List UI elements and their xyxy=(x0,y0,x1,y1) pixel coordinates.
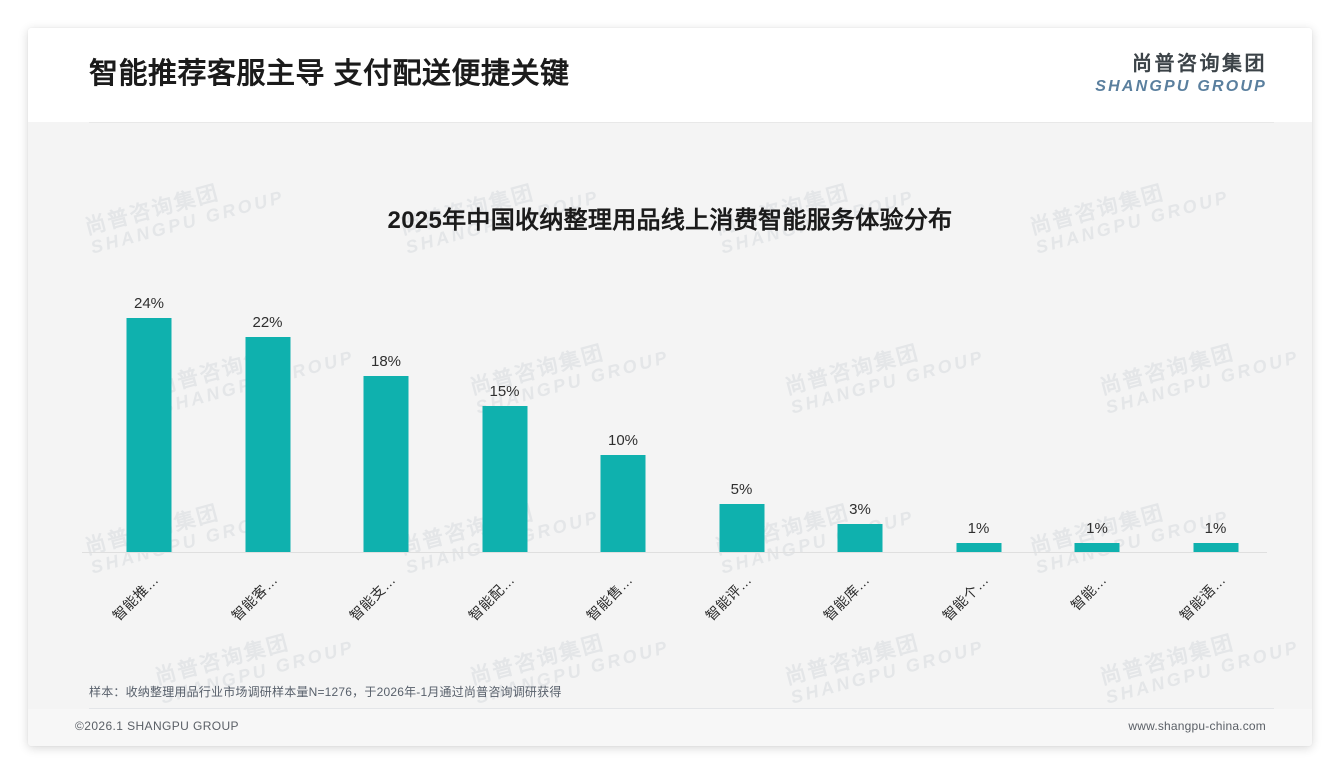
logo-chinese-text: 尚普咨询集团 xyxy=(1132,53,1267,75)
x-axis-label: 智能个… xyxy=(938,571,992,624)
x-axis-tick: 智能语… xyxy=(1157,558,1275,668)
x-axis-tick: 智能配… xyxy=(446,558,564,668)
x-axis-tick: 智能客… xyxy=(209,558,327,668)
chart-baseline-axis xyxy=(82,552,1267,553)
x-axis-label-area: 智能推… 智能客… 智能支… 智能配… 智能售… 智能评… 智能库… 智能个… 智能… 智能语… xyxy=(82,558,1267,668)
bar-group: 15% xyxy=(446,298,564,553)
bar-group: 1% xyxy=(920,298,1038,553)
header-divider xyxy=(89,122,1274,123)
brand-logo: 尚普咨询集团 SHANGPU GROUP xyxy=(1095,52,1267,96)
x-axis-tick: 智能… xyxy=(1038,558,1156,668)
chart-bar[interactable] xyxy=(956,543,1001,553)
x-axis-label: 智能售… xyxy=(583,571,636,624)
bar-value-label: 1% xyxy=(1204,520,1227,538)
chart-bar[interactable] xyxy=(482,405,527,553)
x-axis-label: 智能评… xyxy=(701,571,755,624)
chart-bar[interactable] xyxy=(1074,543,1120,553)
bar-group: 1% xyxy=(1038,298,1156,553)
bar-group: 3% xyxy=(801,298,919,553)
footer-website: www.shangpu-china.com xyxy=(1128,719,1266,733)
logo-english-text: SHANGPU GROUP xyxy=(1095,78,1267,95)
bar-value-label: 18% xyxy=(370,353,402,371)
x-axis-label: 智能… xyxy=(1067,571,1110,614)
x-axis-label: 智能配… xyxy=(464,571,518,624)
chart-bar[interactable] xyxy=(600,454,646,553)
bar-value-label: 1% xyxy=(967,520,990,538)
chart-bar[interactable] xyxy=(1193,543,1238,553)
x-axis-label: 智能推… xyxy=(109,571,162,624)
footer-copyright: ©2026.1 SHANGPU GROUP xyxy=(75,719,239,733)
bar-group: 1% xyxy=(1157,298,1275,553)
chart-bar[interactable] xyxy=(719,503,764,553)
x-axis-tick: 智能推… xyxy=(90,558,208,668)
slide-header: 智能推荐客服主导 支付配送便捷关键 尚普咨询集团 SHANGPU GROUP xyxy=(28,28,1312,122)
bar-group: 10% xyxy=(564,298,682,553)
slide-page: 尚普咨询集团 SHANGPU GROUP 尚普咨询集团 SHANGPU GROUP 尚普… xyxy=(28,28,1312,746)
x-axis-tick: 智能库… xyxy=(801,558,919,668)
slide-footer: ©2026.1 SHANGPU GROUP www.shangpu-china.… xyxy=(28,709,1312,746)
bar-group: 18% xyxy=(327,298,445,553)
bar-value-label: 10% xyxy=(607,431,639,449)
bar-value-label: 1% xyxy=(1086,520,1108,538)
x-axis-label: 智能支… xyxy=(346,571,399,624)
x-axis-label: 智能客… xyxy=(227,571,281,624)
bar-value-label: 5% xyxy=(730,480,753,498)
bar-group: 22% xyxy=(209,298,327,553)
bar-value-label: 3% xyxy=(849,500,871,518)
x-axis-tick: 智能评… xyxy=(683,558,801,668)
x-axis-tick: 智能支… xyxy=(327,558,445,668)
page-title: 智能推荐客服主导 支付配送便捷关键 xyxy=(89,58,570,90)
x-axis-label: 智能库… xyxy=(820,571,873,624)
bar-value-label: 24% xyxy=(133,294,165,312)
bar-group: 5% xyxy=(683,298,801,553)
bar-value-label: 22% xyxy=(252,314,283,332)
x-axis-tick: 智能个… xyxy=(920,558,1038,668)
chart-footnote: 样本：收纳整理用品行业市场调研样本量N=1276，于2026年-1月通过尚普咨询… xyxy=(89,685,562,699)
bar-group: 24% xyxy=(90,294,208,553)
x-axis-label: 智能语… xyxy=(1175,571,1229,624)
chart-bar[interactable] xyxy=(837,523,883,553)
chart-title: 2025年中国收纳整理用品线上消费智能服务体验分布 xyxy=(387,207,953,234)
bar-chart-plot-area: 24% 22% 18% 15% 10% 5% 3% 1% 1% 1% xyxy=(82,294,1267,553)
chart-bar[interactable] xyxy=(363,376,409,553)
chart-bar[interactable] xyxy=(126,317,172,553)
bar-value-label: 15% xyxy=(489,382,520,400)
footer-divider xyxy=(89,708,1274,709)
chart-bar[interactable] xyxy=(245,337,290,553)
x-axis-tick: 智能售… xyxy=(564,558,682,668)
